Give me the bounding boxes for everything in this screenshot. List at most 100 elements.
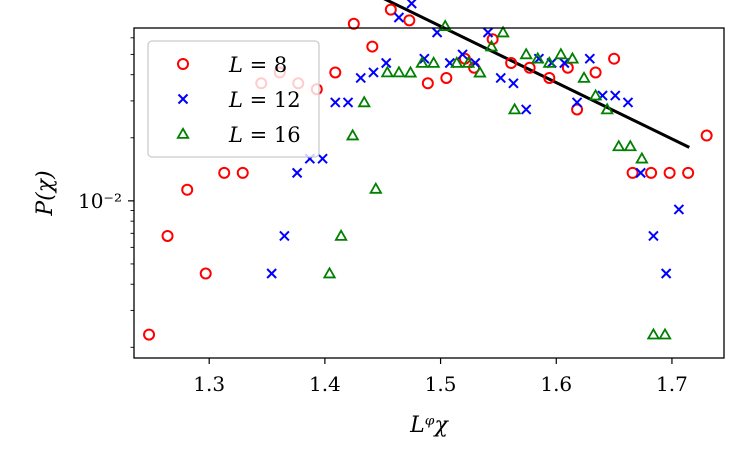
data-point-triangle — [588, 88, 603, 101]
data-point-x — [520, 104, 532, 115]
data-point-triangle — [345, 128, 360, 141]
y-axis-label: P(χ) — [33, 170, 58, 216]
x-marker-stroke — [393, 12, 405, 23]
data-point-triangle — [658, 327, 672, 340]
data-point-x — [508, 78, 519, 89]
x-marker-stroke — [291, 167, 303, 179]
data-point-triangle — [461, 55, 476, 68]
x-marker-stroke — [648, 230, 659, 242]
data-point-triangle — [426, 55, 441, 68]
data-point-x — [419, 53, 430, 64]
data-point-triangle — [565, 51, 580, 64]
data-point-triangle — [392, 65, 406, 78]
legend-marker — [177, 58, 189, 70]
data-point-x — [380, 57, 392, 69]
plot-area-frame — [133, 27, 725, 359]
data-point-triangle — [403, 65, 418, 78]
data-point-circle — [440, 71, 453, 84]
data-point-triangle — [322, 266, 337, 279]
data-point-circle — [608, 52, 621, 65]
data-point-x — [673, 204, 685, 215]
data-point-x — [482, 27, 494, 38]
data-point-circle — [589, 66, 602, 79]
x-marker-stroke — [317, 153, 328, 164]
x-marker-stroke — [635, 167, 646, 179]
x-tick-label: 1.4 — [309, 372, 341, 396]
data-point-x — [406, 0, 417, 9]
x-marker-stroke — [177, 93, 189, 105]
x-marker-stroke — [266, 268, 277, 279]
data-point-circle — [143, 328, 156, 341]
data-point-x — [457, 49, 468, 60]
x-marker-stroke — [482, 27, 494, 38]
x-marker-stroke — [660, 268, 672, 279]
x-marker-stroke — [584, 53, 596, 64]
x-marker-stroke — [495, 72, 506, 84]
legend-label: L = 12 — [228, 88, 301, 112]
data-point-circle — [181, 183, 194, 196]
data-point-triangle — [507, 102, 522, 115]
data-point-circle — [571, 103, 584, 116]
data-point-circle — [421, 77, 434, 90]
x-marker-stroke — [419, 53, 430, 64]
data-point-circle — [682, 166, 695, 179]
data-point-triangle — [646, 327, 661, 340]
data-point-circle — [161, 229, 174, 242]
data-point-triangle — [611, 139, 626, 152]
y-tick-label: 10⁻² — [78, 189, 122, 213]
x-marker-stroke — [559, 57, 570, 69]
data-point-circle — [645, 166, 658, 179]
x-marker-stroke — [457, 49, 468, 60]
x-marker-stroke — [279, 230, 290, 242]
x-marker-stroke — [571, 97, 583, 108]
x-marker-stroke — [355, 72, 366, 84]
data-point-x — [266, 268, 277, 279]
data-point-x — [660, 268, 672, 279]
y-tick-label: 0.1 — [90, 0, 122, 3]
data-point-circle — [329, 66, 342, 79]
data-point-circle — [236, 166, 249, 179]
data-point-triangle — [600, 102, 614, 115]
data-point-x — [342, 97, 354, 108]
data-point-circle — [366, 40, 379, 53]
data-point-triangle — [357, 95, 371, 108]
data-point-x — [622, 97, 634, 108]
data-point-triangle — [484, 39, 499, 52]
data-point-x — [584, 53, 596, 64]
data-point-triangle — [623, 139, 638, 152]
data-point-triangle — [415, 55, 429, 68]
axis-labels: Lᵠχ P(χ) — [33, 170, 449, 438]
data-point-triangle — [438, 19, 452, 31]
data-point-triangle — [334, 228, 348, 241]
data-point-x — [330, 97, 341, 108]
x-marker-stroke — [406, 0, 417, 9]
x-marker-stroke — [508, 78, 519, 89]
data-point-circle — [384, 3, 397, 16]
data-point-triangle — [554, 47, 568, 60]
data-point-x — [610, 90, 621, 101]
x-marker-stroke — [444, 57, 456, 69]
legend-label: L = 16 — [228, 123, 301, 147]
data-point-circle — [347, 17, 360, 30]
ticks-layer: 1.3 1.4 1.5 1.6 1.7 0.1 10⁻² — [78, 0, 688, 396]
data-point-triangle — [473, 65, 487, 78]
legend-box — [147, 40, 320, 158]
x-tick-label: 1.6 — [540, 372, 572, 396]
x-marker-stroke — [330, 97, 341, 108]
data-point-triangle — [380, 65, 395, 78]
data-point-x — [279, 230, 290, 242]
legend-marker — [177, 93, 189, 105]
data-point-triangle — [450, 55, 464, 68]
x-marker-stroke — [368, 67, 379, 78]
x-marker-stroke — [622, 97, 634, 108]
data-point-circle — [626, 166, 639, 179]
data-point-circle — [505, 56, 518, 69]
data-point-triangle — [369, 181, 383, 194]
data-point-x — [393, 12, 405, 23]
data-point-triangle — [519, 47, 533, 60]
data-point-circle — [218, 166, 231, 179]
data-point-triangle — [530, 51, 545, 64]
data-point-triangle — [496, 25, 510, 38]
